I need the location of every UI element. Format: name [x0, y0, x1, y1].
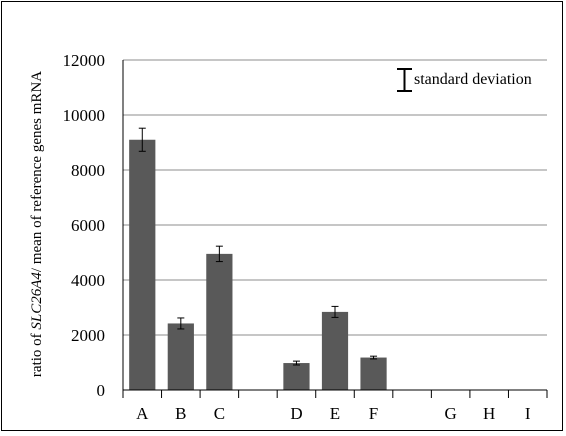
category-label: F: [369, 404, 378, 423]
legend-label: standard deviation: [414, 71, 532, 88]
category-label: B: [175, 404, 186, 423]
bar: [283, 363, 310, 390]
y-tick-label: 0: [97, 381, 106, 400]
bar: [321, 311, 349, 390]
category-label: I: [525, 404, 531, 423]
y-axis-label-gene: SLC26A4: [29, 272, 45, 330]
bar: [206, 253, 233, 390]
category-label: D: [290, 404, 302, 423]
bar: [360, 357, 387, 390]
category-label: A: [136, 404, 149, 423]
y-tick-label: 8000: [71, 161, 105, 180]
y-tick-label: 6000: [71, 216, 105, 235]
chart-frame: 0 2000 4000 6000 8000 10000 12000 A B C D E F G H I ra…: [1, 1, 563, 431]
y-tick-label: 2000: [71, 326, 105, 345]
y-axis-label: ratio of SLC26A4/ mean of reference gene…: [29, 71, 45, 377]
bar: [167, 323, 194, 390]
y-tick-label: 12000: [63, 51, 106, 70]
legend: standard deviation: [397, 68, 532, 92]
category-labels: A B C D E F G H I: [136, 404, 531, 423]
category-label: E: [330, 404, 340, 423]
category-label: H: [483, 404, 495, 423]
axes: [122, 60, 548, 398]
y-axis-label-prefix: ratio of: [29, 330, 45, 377]
category-label: G: [444, 404, 456, 423]
y-tick-label: 10000: [63, 106, 106, 125]
error-bars: [138, 127, 378, 366]
y-axis-label-suffix: / mean of reference genes mRNA: [29, 71, 45, 272]
bar: [129, 139, 156, 390]
y-tick-label: 4000: [71, 271, 105, 290]
y-tick-labels: 0 2000 4000 6000 8000 10000 12000: [63, 51, 106, 400]
bars: [129, 139, 387, 390]
gridlines: [123, 59, 547, 336]
category-label: C: [214, 404, 225, 423]
